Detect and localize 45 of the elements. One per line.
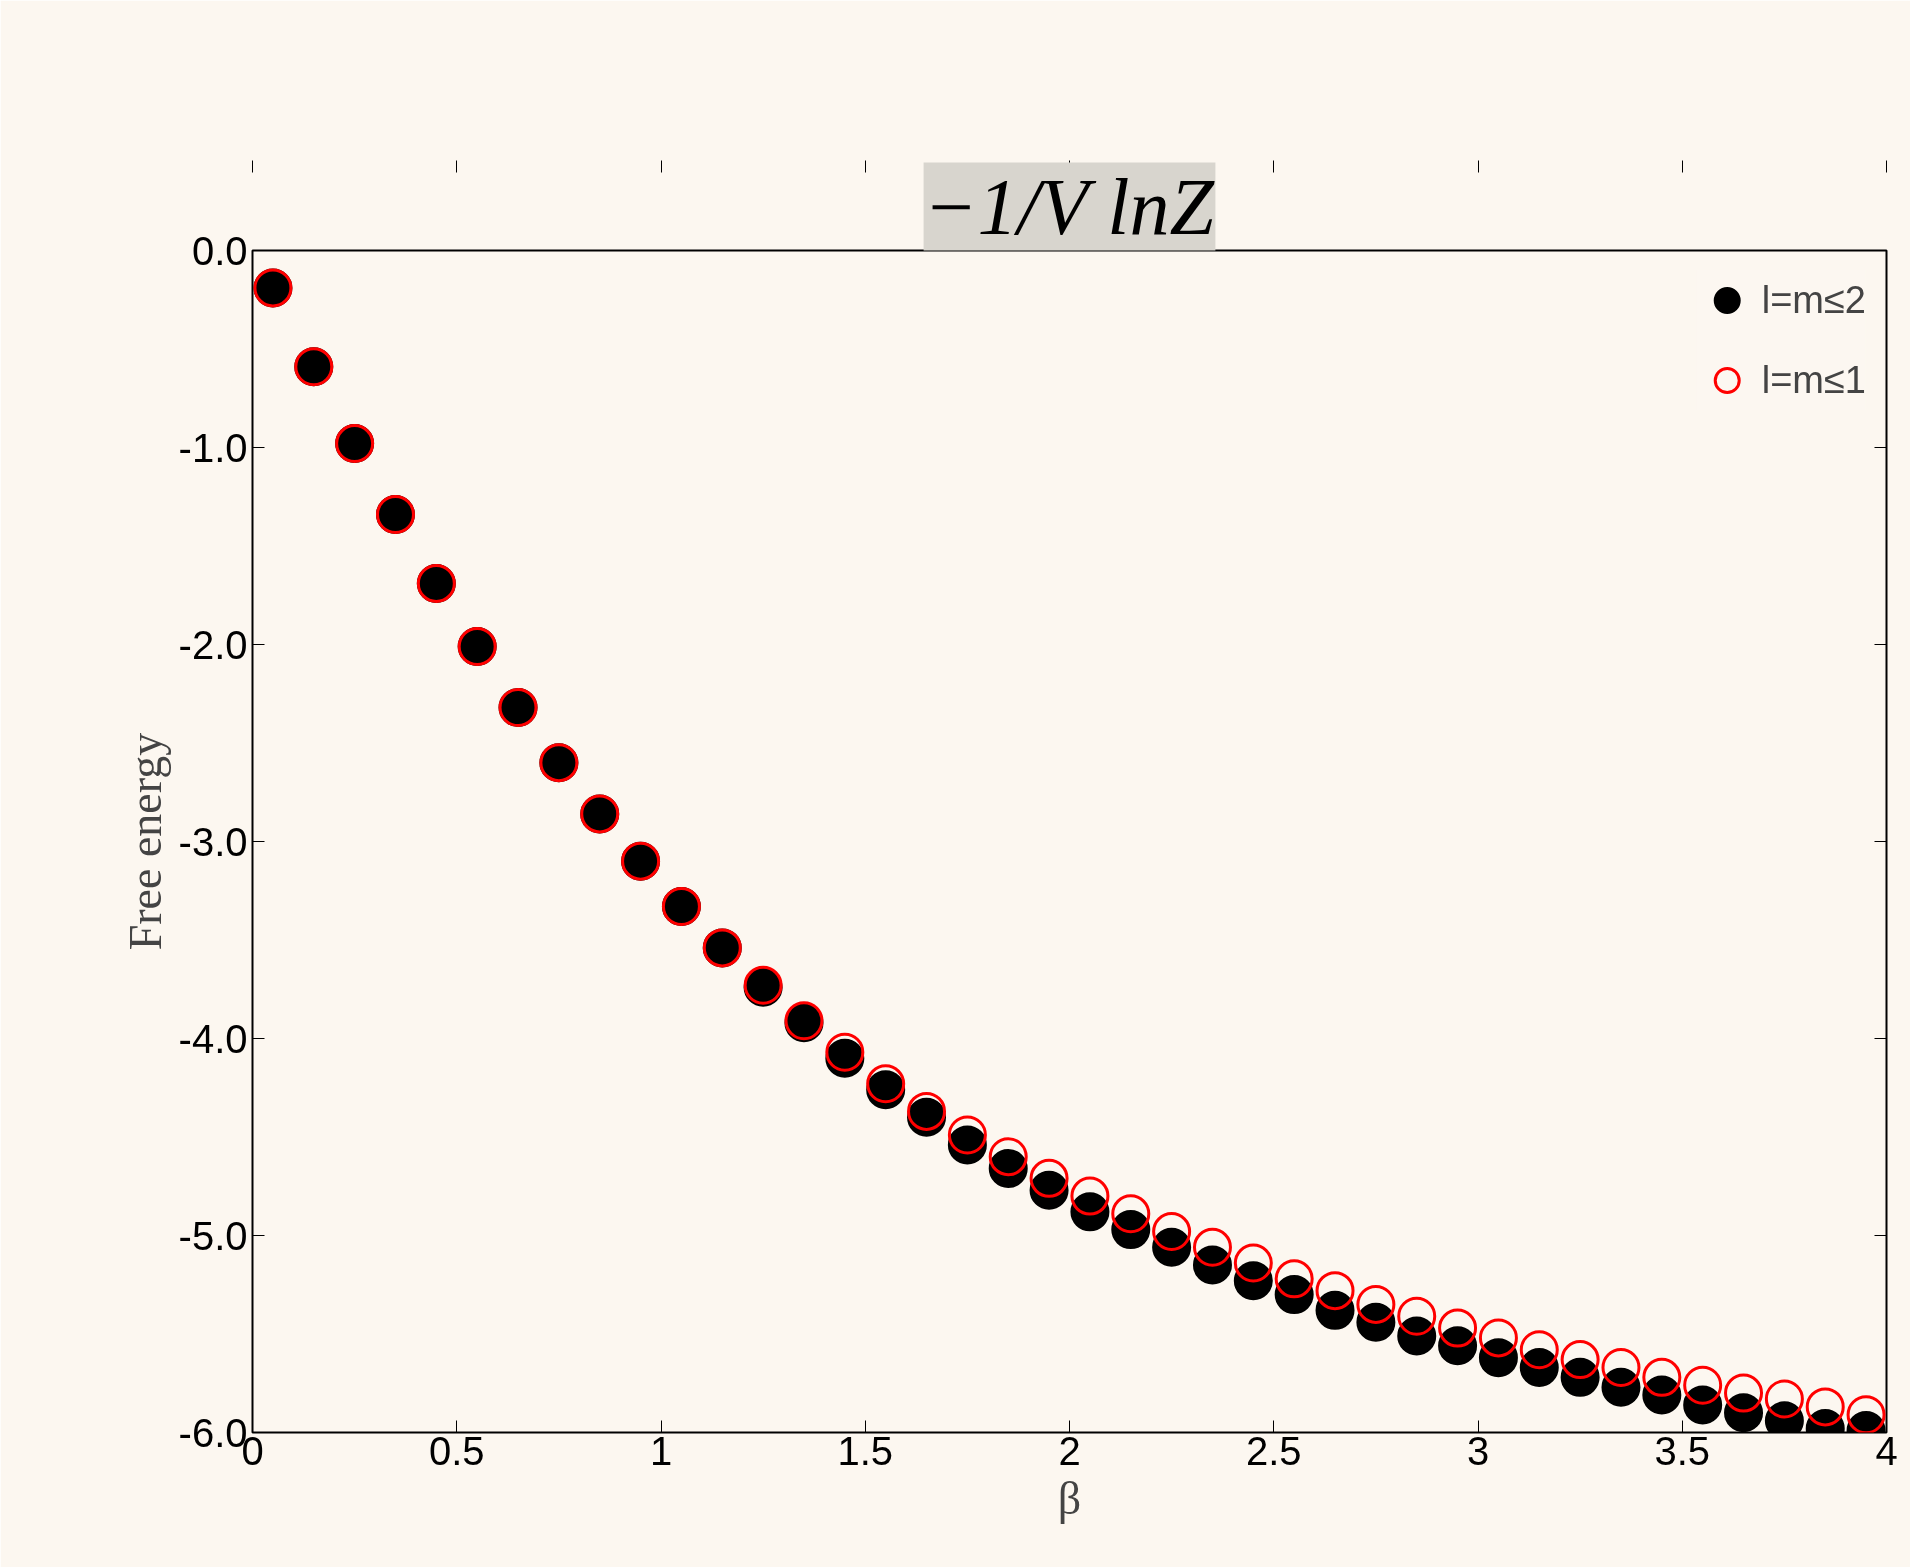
- point: [1192, 1227, 1232, 1267]
- x-axis-title: β: [1057, 1472, 1082, 1524]
- point: [1478, 1318, 1518, 1358]
- point: [1601, 1348, 1641, 1387]
- point: [1356, 1284, 1396, 1324]
- y-tick-label: -4.0: [178, 1016, 248, 1061]
- y-axis-title: Free energy: [119, 732, 171, 951]
- point: [1560, 1340, 1600, 1380]
- point: [1274, 1259, 1314, 1299]
- point: [1846, 1395, 1886, 1433]
- x-tick-label: 4: [1875, 1428, 1898, 1473]
- legend-label: l=m≤1: [1761, 358, 1866, 402]
- point: [1683, 1365, 1723, 1405]
- point: [1764, 1379, 1804, 1419]
- point: [866, 1064, 906, 1104]
- point: [1315, 1271, 1355, 1311]
- y-tick-label: -2.0: [178, 622, 248, 667]
- point: [1642, 1357, 1682, 1397]
- x-tick-label: 3: [1466, 1428, 1490, 1473]
- x-tick-label: 3.5: [1654, 1428, 1711, 1473]
- point: [1152, 1212, 1192, 1252]
- point: [1438, 1308, 1478, 1348]
- point: [1029, 1158, 1069, 1198]
- point: [1070, 1176, 1110, 1216]
- y-tick-label: -5.0: [178, 1213, 248, 1258]
- point: [1519, 1330, 1559, 1370]
- x-tick-label: 1: [649, 1428, 673, 1473]
- point: [1724, 1373, 1764, 1413]
- x-tick-label: 2.5: [1245, 1428, 1302, 1473]
- legend-label: l=m≤2: [1761, 278, 1866, 322]
- point: [1397, 1296, 1437, 1336]
- y-tick-label: 0.0: [191, 228, 248, 273]
- point: [825, 1032, 865, 1072]
- y-tick-label: -1.0: [178, 425, 248, 470]
- point: [907, 1091, 947, 1131]
- chart-title: −1/V lnZ: [923, 162, 1216, 251]
- y-tick-label: -3.0: [178, 819, 248, 864]
- point: [947, 1115, 987, 1155]
- x-tick-label: 2: [1058, 1428, 1081, 1473]
- x-tick-label: 0.5: [428, 1428, 485, 1473]
- point: [1233, 1243, 1273, 1283]
- x-tick-label: 1.5: [837, 1428, 894, 1473]
- point: [1805, 1387, 1845, 1427]
- point: [1111, 1194, 1151, 1234]
- point: [988, 1137, 1028, 1177]
